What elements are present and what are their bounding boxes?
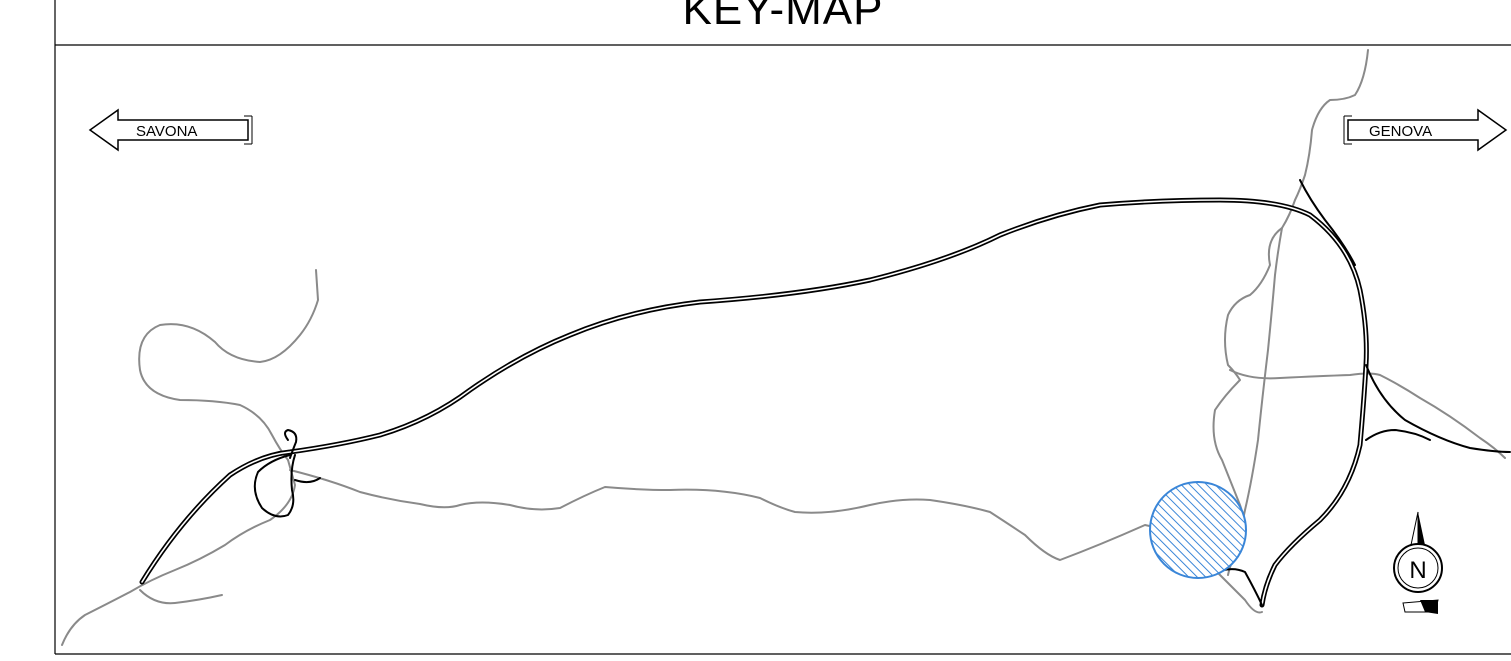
genova-label: GENOVA bbox=[1369, 123, 1432, 140]
secondary-roads bbox=[61, 49, 1506, 646]
right-arrow-icon bbox=[1347, 108, 1508, 152]
map-title: KEY-MAP bbox=[682, 0, 884, 34]
highway bbox=[139, 179, 1511, 608]
genova-direction-arrow: GENOVA bbox=[1343, 108, 1508, 152]
highlight-circle bbox=[1149, 481, 1247, 579]
north-arrow-icon: N bbox=[1393, 511, 1443, 614]
left-arrow-icon bbox=[88, 108, 249, 152]
savona-label: SAVONA bbox=[136, 123, 197, 140]
savona-direction-arrow: SAVONA bbox=[88, 108, 253, 152]
north-letter: N bbox=[1409, 557, 1426, 584]
map-border bbox=[54, 0, 1511, 655]
